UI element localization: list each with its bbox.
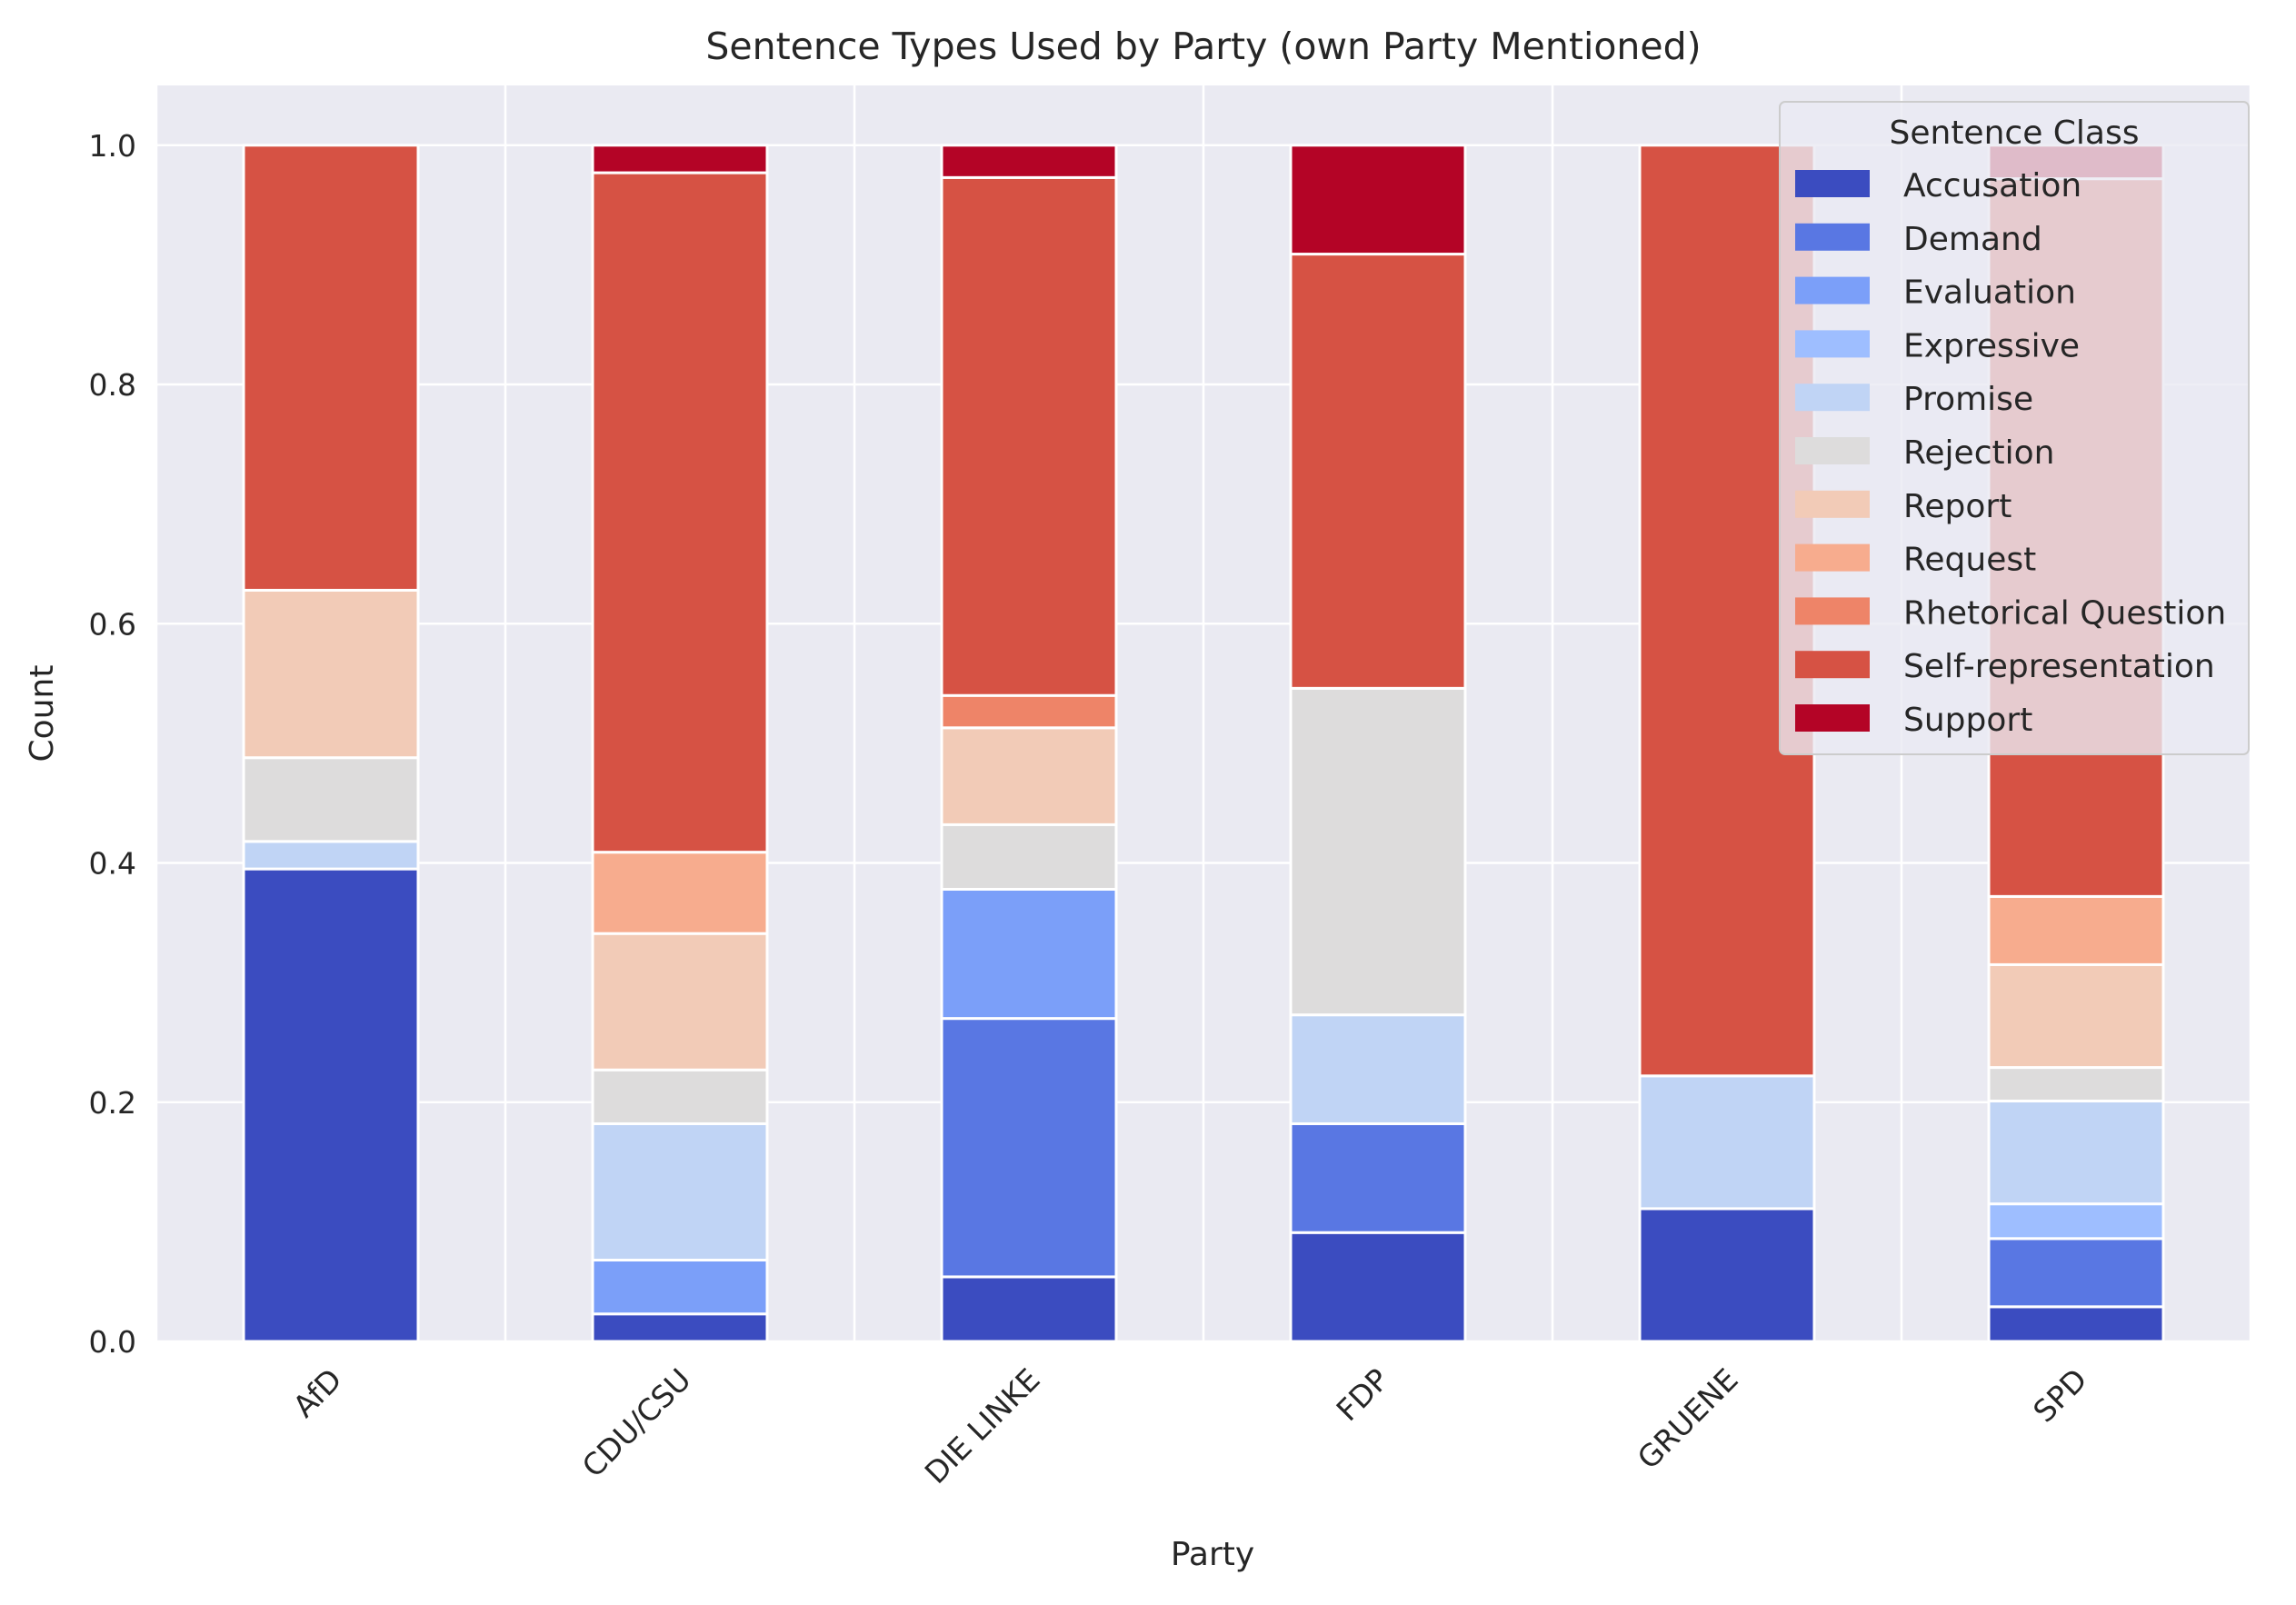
legend-label: Rejection — [1903, 434, 2054, 472]
y-axis-label: Count — [24, 665, 61, 763]
legend-title: Sentence Class — [1890, 115, 2140, 152]
bar-segment — [1289, 686, 1467, 1017]
legend-swatch — [1795, 597, 1870, 625]
bar-segment — [591, 1312, 769, 1343]
y-tick-label: 1.0 — [89, 128, 136, 164]
bar-segment — [591, 932, 769, 1072]
legend-label: Request — [1903, 542, 2036, 579]
bar-segment — [591, 171, 769, 854]
y-tick-labels: 0.0 0.2 0.4 0.6 0.8 1.0 — [89, 128, 136, 1360]
legend-swatch — [1795, 651, 1870, 679]
bar-segment — [242, 756, 420, 843]
bar-segment — [242, 840, 420, 871]
bar-segment — [1638, 1074, 1816, 1211]
bar-segment — [1289, 1231, 1467, 1343]
y-tick-label: 0.4 — [89, 846, 136, 882]
x-tick-label: FDP — [1330, 1361, 1396, 1428]
bar-segment — [1289, 144, 1467, 256]
legend-label: Promise — [1903, 381, 2033, 418]
bar-segment — [940, 144, 1118, 179]
bar-segment — [1987, 1202, 2165, 1241]
bar-segment — [242, 588, 420, 760]
bar-segment — [591, 1122, 769, 1261]
bar-segment — [1289, 253, 1467, 690]
legend-label: Demand — [1903, 221, 2042, 258]
legend-swatch — [1795, 330, 1870, 358]
bar-segment — [1987, 962, 2165, 1070]
bar-segment — [1987, 894, 2165, 966]
bar-segment — [591, 1258, 769, 1316]
bar-segment — [940, 1017, 1118, 1279]
bar-segment — [940, 887, 1118, 1021]
x-tick-label: SPD — [2026, 1361, 2093, 1429]
bar-segment — [242, 144, 420, 592]
legend-label: Rhetorical Question — [1903, 594, 2226, 632]
x-axis-label: Party — [1171, 1536, 1254, 1573]
x-tick-label: GRUENE — [1631, 1361, 1745, 1476]
legend-swatch — [1795, 384, 1870, 412]
legend-label: Support — [1903, 702, 2032, 739]
y-tick-label: 0.8 — [89, 367, 136, 403]
bar-segment — [1289, 1013, 1467, 1125]
bar-segment — [591, 144, 769, 174]
y-tick-label: 0.2 — [89, 1085, 136, 1121]
legend-swatch — [1795, 704, 1870, 732]
legend-swatch — [1795, 223, 1870, 251]
x-tick-label: CDU/CSU — [575, 1361, 698, 1484]
bar-segment — [940, 1275, 1118, 1343]
bar-segment — [1638, 1207, 1816, 1343]
bar-segment — [940, 693, 1118, 730]
legend-label: Report — [1903, 488, 2011, 525]
legend-swatch — [1795, 543, 1870, 572]
bar-segment — [940, 726, 1118, 826]
legend-swatch — [1795, 276, 1870, 304]
legend-label: Self-representation — [1903, 648, 2215, 685]
y-tick-label: 0.6 — [89, 606, 136, 642]
bar-segment — [1987, 1305, 2165, 1343]
bar-segment — [1289, 1122, 1467, 1234]
bar-segment — [591, 851, 769, 935]
bar-segment — [591, 1068, 769, 1125]
x-tick-label: AfD — [286, 1361, 349, 1424]
y-tick-label: 0.0 — [89, 1324, 136, 1360]
legend-box — [1779, 101, 2250, 755]
x-tick-labels: AfD CDU/CSU DIE LINKE FDP GRUENE SPD — [286, 1361, 2094, 1490]
chart-title: Sentence Types Used by Party (own Party … — [705, 25, 1701, 68]
legend-swatch — [1795, 437, 1870, 464]
bar-segment — [1987, 1066, 2165, 1102]
bar-segment — [940, 175, 1118, 697]
grid-lines — [155, 85, 2252, 1343]
bar-segment — [1987, 1099, 2165, 1206]
x-tick-label: DIE LINKE — [918, 1361, 1047, 1490]
legend-label: Expressive — [1903, 327, 2080, 364]
bar-segment — [242, 867, 420, 1343]
legend: Sentence Class Accusation Demand Evaluatio… — [1779, 101, 2250, 755]
legend-label: Evaluation — [1903, 274, 2076, 312]
legend-label: Accusation — [1903, 167, 2081, 204]
bar-segment — [1987, 1237, 2165, 1309]
legend-swatch — [1795, 170, 1870, 197]
legend-swatch — [1795, 490, 1870, 518]
bar-segment — [940, 822, 1118, 891]
